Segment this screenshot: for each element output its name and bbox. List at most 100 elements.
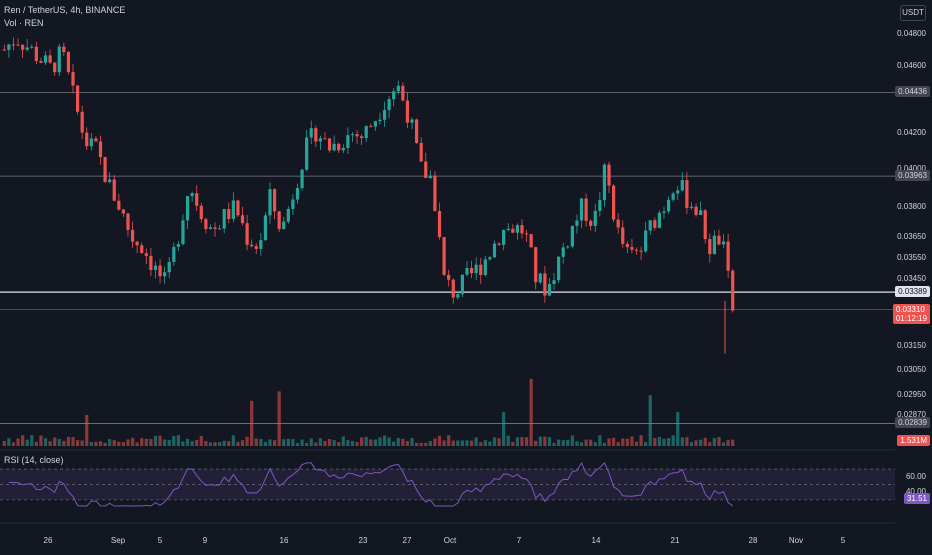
candle-body [190,193,194,197]
candle-body [712,235,716,255]
time-tick-label: 5 [840,536,846,545]
candle-body [460,274,465,295]
candle-body [282,221,286,230]
candle-body [16,44,20,46]
candle-body [589,220,593,226]
volume-bar [369,439,373,446]
volume-bar [204,440,208,446]
volume-bar [589,439,593,446]
candle-body [318,138,323,142]
volume-bar [479,442,483,446]
volume-bar [561,440,565,446]
volume-bar [190,441,194,446]
volume-bar [566,439,570,446]
time-tick-label: 27 [402,536,412,545]
volume-bar [676,412,680,446]
candle-body [607,164,611,186]
volume-bar [314,442,318,446]
candle-body [231,200,235,219]
time-tick-label: 23 [358,536,368,545]
candle-body [731,270,735,311]
candle-body [369,126,373,128]
volume-bar [474,437,478,446]
volume-bar [694,440,698,446]
candle-body [98,141,103,158]
candle-body [112,179,116,201]
candle-body [314,128,318,142]
candle-body [598,200,602,211]
volume-bar [291,439,295,446]
volume-value-tag: 1.531M [897,435,930,446]
candle-body [433,175,437,212]
time-tick-label: 26 [43,536,53,545]
volume-bar [731,439,735,446]
volume-bar [405,441,410,446]
volume-bar [98,441,103,446]
volume-bar [401,438,405,446]
currency-button[interactable]: USDT [900,5,926,21]
volume-bar [483,440,487,446]
volume-bar [547,437,552,446]
volume-bar [387,437,391,446]
candle-body [167,261,171,273]
volume-bar [579,442,584,446]
candle-body [323,138,327,140]
candle-body [543,273,547,296]
candle-body [639,250,643,252]
volume-bar [447,435,451,446]
candle-body [153,265,158,270]
volume-bar [721,442,726,446]
volume-bar [364,436,368,446]
candle-body [21,44,25,50]
volume-bar [185,438,190,446]
volume-bar [593,442,597,446]
volume-bar [497,438,501,446]
candle-body [332,143,336,151]
rsi-tick-label: 60.00 [905,471,926,481]
volume-bar [598,435,602,446]
candle-body [373,121,377,127]
candle-body [648,220,652,231]
time-tick-label: 14 [591,536,601,545]
price-tick-label: 0.03650 [897,232,926,242]
price-tick-label: 0.03050 [897,365,926,375]
volume-bar [424,442,428,446]
volume-bar [726,439,730,446]
volume-bar [16,438,20,446]
volume-bar [625,438,629,446]
volume-bar [286,438,290,446]
candle-body [419,143,423,162]
volume-bar [108,439,112,446]
price-tick-label: 0.03550 [897,252,926,262]
price-tick-label: 0.03450 [897,273,926,283]
candle-body [451,279,455,298]
volume-bar [176,435,180,446]
price-tick-label: 0.04200 [897,128,926,138]
volume-bar [327,439,332,446]
candle-body [561,247,565,257]
countdown-value: 01:12:19 [895,313,927,323]
volume-bar [671,435,675,446]
candle-body [465,267,469,275]
candle-body [135,241,139,246]
volume-bar [442,440,446,446]
candle-body [204,219,208,230]
candle-body [254,246,258,249]
volume-bar [158,435,162,446]
candle-body [520,225,524,234]
volume-bar [245,436,249,446]
volume-bar [53,437,57,446]
candle-body [726,241,730,271]
candle-body [676,190,680,194]
volume-bar [25,439,29,446]
candle-body [117,200,121,210]
candle-body [534,247,538,283]
volume-bar [323,441,327,446]
volume-bar [584,439,588,446]
time-tick-label: Sep [110,536,126,545]
candle-body [680,180,684,191]
candle-body [355,134,359,137]
candle-body [492,243,497,258]
